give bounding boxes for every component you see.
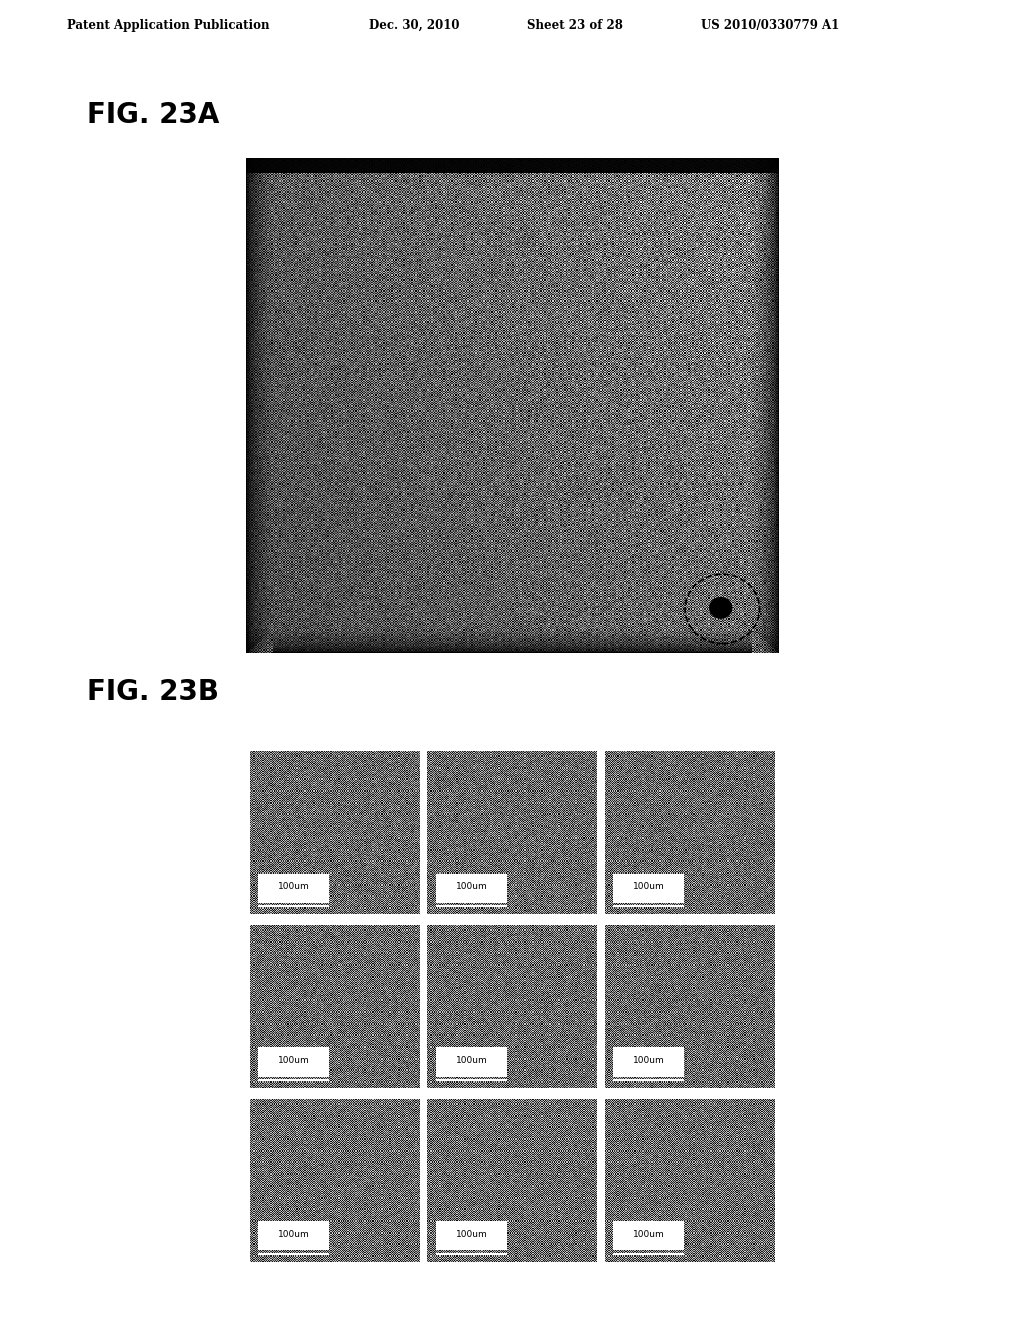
Bar xyxy=(613,874,684,903)
Text: 100um: 100um xyxy=(633,1056,665,1065)
Bar xyxy=(436,1221,507,1250)
Bar xyxy=(436,1047,507,1077)
Text: 100um: 100um xyxy=(456,1230,487,1239)
Bar xyxy=(613,1221,684,1250)
Bar xyxy=(258,1221,330,1250)
Text: 100um: 100um xyxy=(456,1056,487,1065)
Text: 100um: 100um xyxy=(633,882,665,891)
Bar xyxy=(258,1047,330,1077)
Circle shape xyxy=(709,597,732,619)
Bar xyxy=(258,874,330,903)
Text: FIG. 23A: FIG. 23A xyxy=(87,100,219,129)
Text: 100um: 100um xyxy=(278,882,309,891)
Text: 100um: 100um xyxy=(278,1230,309,1239)
Bar xyxy=(436,874,507,903)
Text: US 2010/0330779 A1: US 2010/0330779 A1 xyxy=(701,18,840,32)
Text: 100um: 100um xyxy=(278,1056,309,1065)
Text: 100um: 100um xyxy=(456,882,487,891)
Bar xyxy=(613,1047,684,1077)
Text: Sheet 23 of 28: Sheet 23 of 28 xyxy=(527,18,624,32)
Text: Dec. 30, 2010: Dec. 30, 2010 xyxy=(369,18,459,32)
Text: 100um: 100um xyxy=(633,1230,665,1239)
Text: Patent Application Publication: Patent Application Publication xyxy=(67,18,269,32)
Text: FIG. 23B: FIG. 23B xyxy=(87,677,219,706)
